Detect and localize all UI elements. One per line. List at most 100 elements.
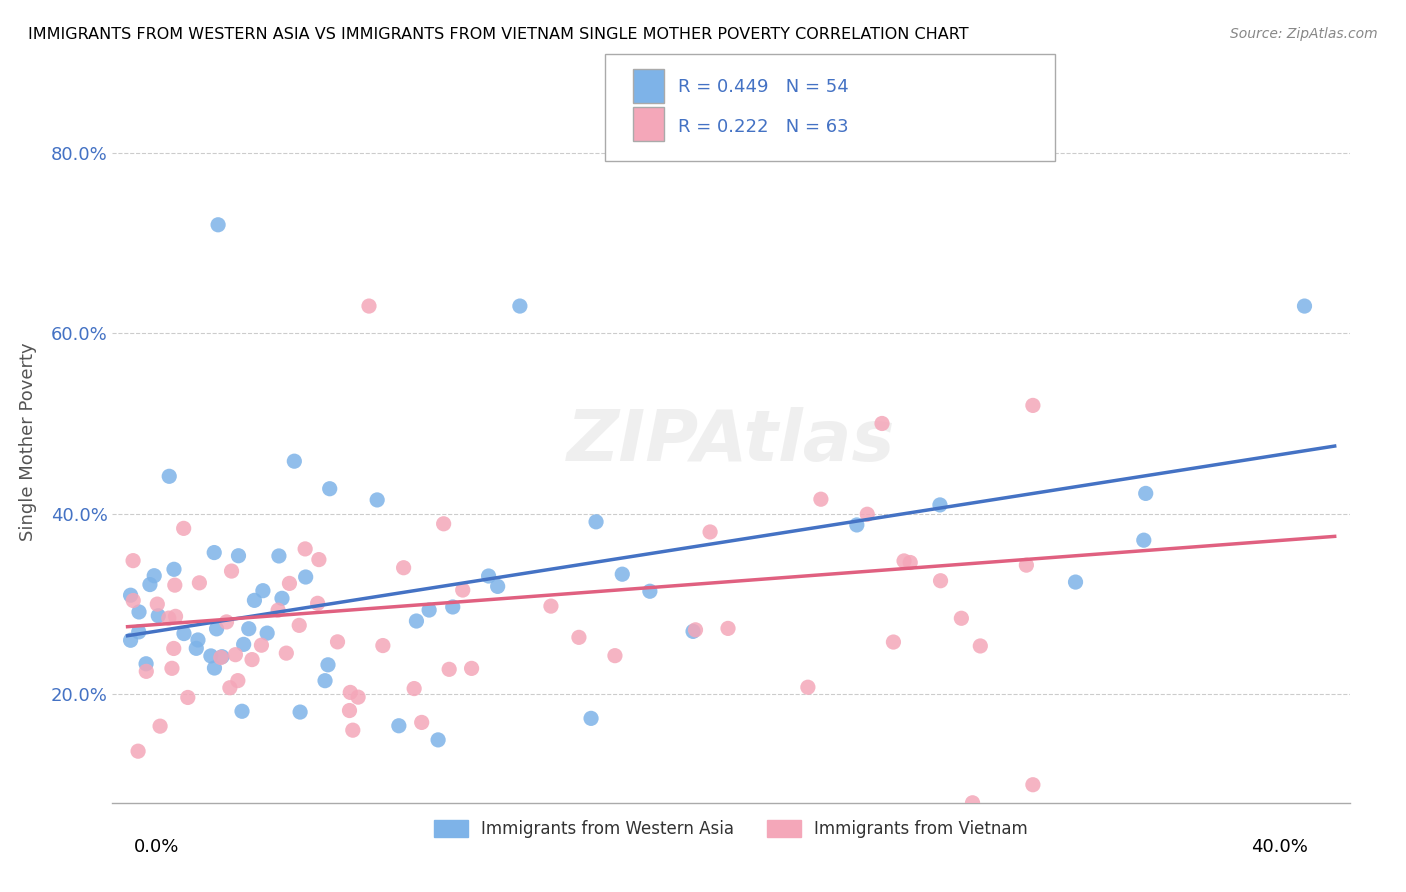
Point — [278, 576, 301, 591]
Point — [326, 635, 349, 649]
Point — [271, 591, 294, 606]
Point — [224, 648, 246, 662]
Point — [357, 299, 380, 313]
Point — [882, 635, 904, 649]
Point — [256, 626, 278, 640]
Point — [347, 690, 370, 705]
Text: R = 0.449   N = 54: R = 0.449 N = 54 — [678, 78, 848, 96]
Point — [460, 661, 482, 675]
Point — [211, 649, 233, 664]
Point — [418, 603, 440, 617]
Point — [845, 518, 868, 533]
Point — [204, 661, 226, 675]
Y-axis label: Single Mother Poverty: Single Mother Poverty — [18, 343, 37, 541]
Point — [288, 705, 311, 719]
Point — [122, 554, 145, 568]
Point — [157, 469, 180, 483]
Point — [638, 584, 661, 599]
Point — [1015, 558, 1038, 573]
Point — [226, 673, 249, 688]
Point — [339, 704, 361, 718]
Text: 40.0%: 40.0% — [1251, 838, 1308, 855]
Point — [232, 637, 254, 651]
Point — [441, 599, 464, 614]
Point — [149, 719, 172, 733]
Point — [319, 482, 342, 496]
Point — [898, 556, 921, 570]
Point — [188, 575, 211, 590]
Point — [893, 554, 915, 568]
Point — [682, 624, 704, 639]
Point — [148, 608, 170, 623]
Point — [146, 597, 169, 611]
Point — [486, 579, 509, 593]
Point — [294, 570, 316, 584]
Point — [540, 599, 562, 614]
Point — [316, 657, 339, 672]
Point — [120, 633, 142, 648]
Point — [437, 662, 460, 676]
Point — [371, 639, 394, 653]
Point — [173, 521, 195, 535]
Point — [929, 498, 952, 512]
Point — [969, 639, 991, 653]
Point — [405, 614, 427, 628]
Point — [294, 541, 316, 556]
Point — [276, 646, 298, 660]
Point — [685, 623, 707, 637]
Point — [870, 417, 893, 431]
Point — [215, 615, 238, 629]
Point — [231, 704, 253, 718]
Text: ZIPAtlas: ZIPAtlas — [567, 407, 896, 476]
Point — [163, 578, 186, 592]
Point — [810, 492, 832, 507]
Point — [238, 622, 260, 636]
Point — [342, 723, 364, 738]
Point — [427, 732, 450, 747]
Point — [240, 652, 263, 666]
Point — [478, 569, 501, 583]
Point — [202, 545, 225, 559]
Point — [209, 650, 232, 665]
Point — [165, 609, 187, 624]
Point — [1022, 398, 1045, 412]
Point — [307, 596, 329, 610]
Text: IMMIGRANTS FROM WESTERN ASIA VS IMMIGRANTS FROM VIETNAM SINGLE MOTHER POVERTY CO: IMMIGRANTS FROM WESTERN ASIA VS IMMIGRAN… — [28, 27, 969, 42]
Point — [1022, 778, 1045, 792]
Point — [1294, 299, 1316, 313]
Point — [283, 454, 305, 468]
Point — [388, 719, 411, 733]
Point — [451, 582, 474, 597]
Point — [411, 715, 433, 730]
Point — [200, 648, 222, 663]
Point — [797, 680, 820, 694]
Point — [568, 631, 591, 645]
Point — [173, 626, 195, 640]
Point — [1133, 533, 1156, 548]
Point — [186, 641, 208, 656]
Point — [120, 588, 142, 602]
Point — [243, 593, 266, 607]
Point — [252, 583, 274, 598]
Point — [308, 552, 330, 566]
Point — [221, 564, 243, 578]
Point — [128, 624, 150, 639]
Point — [228, 549, 250, 563]
Point — [207, 218, 229, 232]
Point — [187, 632, 209, 647]
Point — [585, 515, 607, 529]
Point — [314, 673, 336, 688]
Point — [177, 690, 200, 705]
Point — [962, 796, 984, 810]
Point — [139, 577, 162, 591]
Point — [612, 567, 634, 582]
Point — [288, 618, 311, 632]
Point — [717, 621, 740, 635]
Point — [404, 681, 426, 696]
Text: Source: ZipAtlas.com: Source: ZipAtlas.com — [1230, 27, 1378, 41]
Point — [122, 593, 145, 607]
Point — [267, 603, 290, 617]
Point — [603, 648, 626, 663]
Point — [160, 661, 183, 675]
Point — [699, 524, 721, 539]
